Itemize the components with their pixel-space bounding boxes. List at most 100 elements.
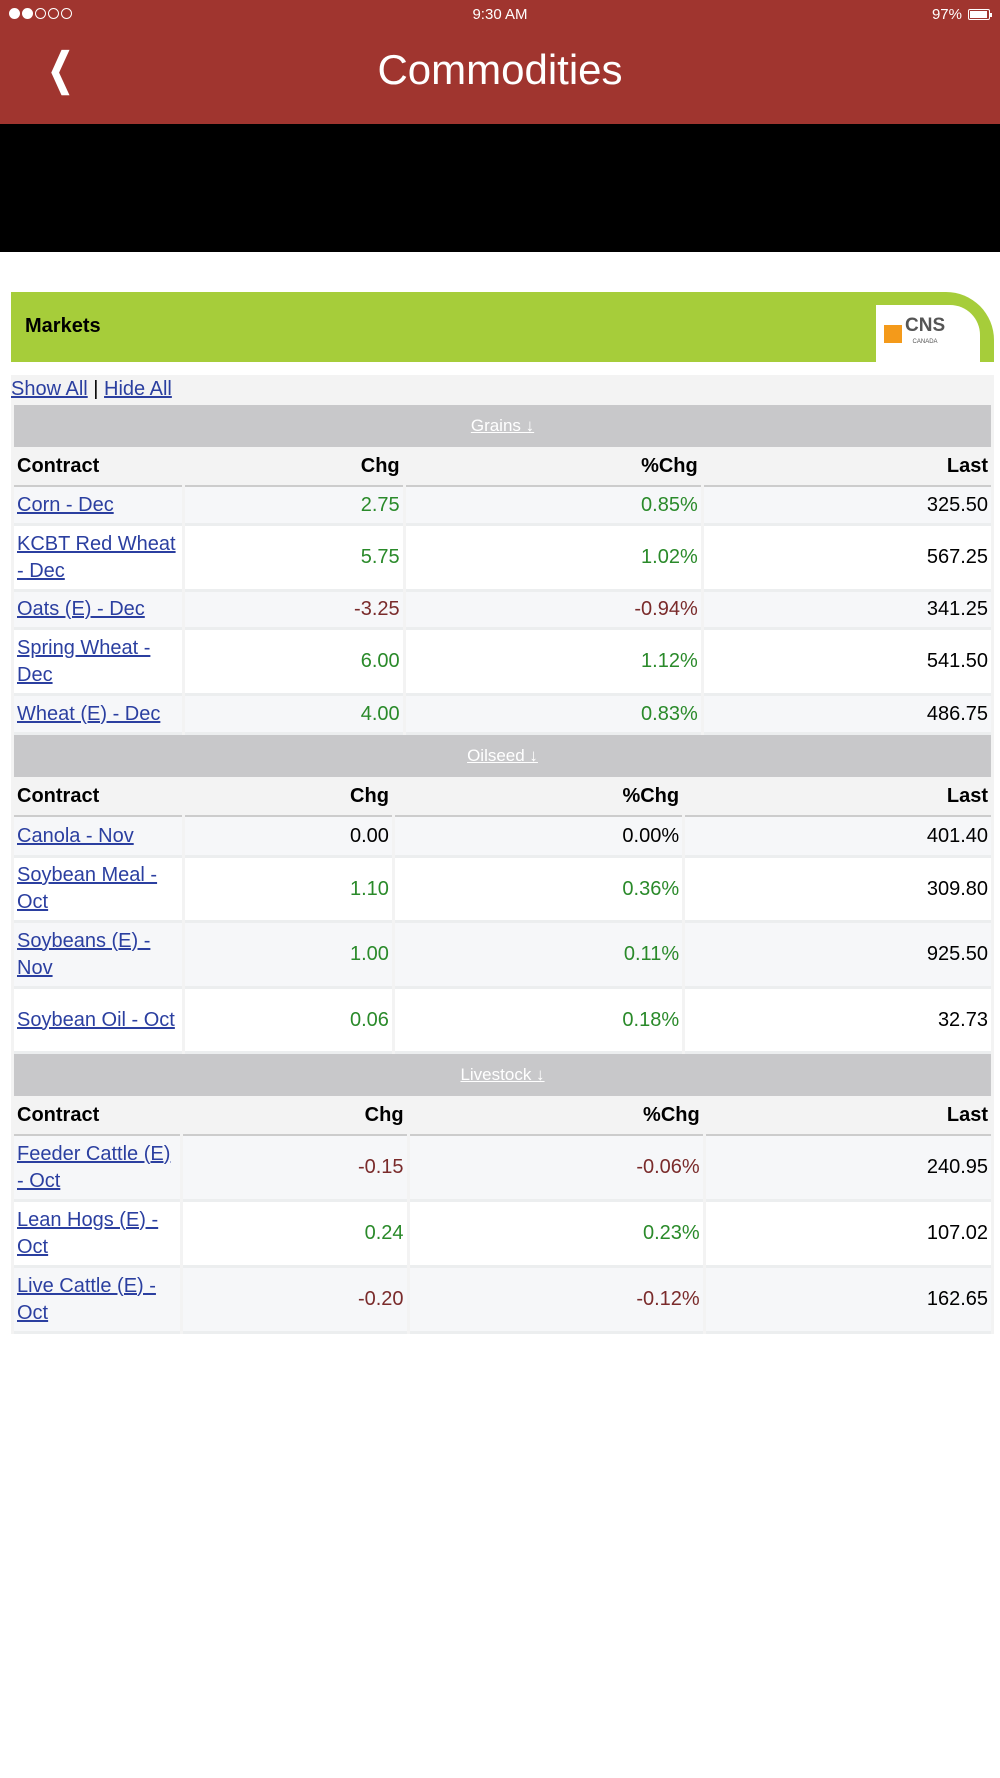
status-time: 9:30 AM: [472, 6, 528, 23]
chg-value: 1.00: [185, 923, 392, 989]
chg-value: 5.75: [185, 526, 403, 592]
col-last: Last: [705, 1096, 991, 1136]
pct-chg-value: -0.94%: [405, 592, 701, 630]
chg-value: -0.20: [183, 1268, 407, 1334]
pct-chg-value: 1.02%: [405, 526, 701, 592]
contract-link[interactable]: KCBT Red Wheat - Dec: [17, 532, 176, 582]
contract-link[interactable]: Wheat (E) - Dec: [17, 702, 161, 725]
section-toggle-link[interactable]: Oilseed ↓: [467, 746, 538, 765]
nav-bar: 9:30 AM 97% ❮ Commodities: [0, 0, 1000, 124]
table-row: Canola - Nov 0.00 0.00% 401.40: [14, 817, 991, 858]
pct-chg-value: 0.18%: [394, 989, 683, 1054]
show-all-link[interactable]: Show All: [11, 378, 88, 400]
chg-value: 1.10: [185, 858, 392, 923]
last-value: 32.73: [685, 989, 991, 1054]
section-table-2: Livestock ↓ Contract Chg %Chg Last Feeder Cat…: [11, 1054, 994, 1334]
section-header: Oilseed ↓: [14, 735, 991, 777]
col-pct: %Chg: [405, 447, 701, 487]
col-contract: Contract: [14, 447, 183, 487]
pct-chg-value: 0.36%: [394, 858, 683, 923]
pct-chg-value: 1.12%: [405, 630, 701, 696]
col-chg: Chg: [185, 777, 392, 817]
markets-table-container: Show All | Hide All Grains ↓ Contract Chg%…: [11, 375, 994, 1334]
pct-chg-value: -0.06%: [409, 1136, 703, 1202]
pct-chg-value: 0.11%: [394, 923, 683, 989]
chg-value: 6.00: [185, 630, 403, 696]
table-row: Lean Hogs (E) - Oct 0.24 0.23% 107.02: [14, 1202, 991, 1268]
col-last: Last: [703, 447, 991, 487]
table-row: Feeder Cattle (E) - Oct -0.15 -0.06% 240.95: [14, 1136, 991, 1202]
table-row: KCBT Red Wheat - Dec 5.75 1.02% 567.25: [14, 526, 991, 592]
col-contract: Contract: [14, 777, 183, 817]
col-last: Last: [685, 777, 991, 817]
section-toggle-link[interactable]: Grains ↓: [470, 416, 535, 435]
last-value: 925.50: [685, 923, 991, 989]
last-value: 107.02: [705, 1202, 991, 1268]
contract-link[interactable]: Spring Wheat - Dec: [17, 636, 151, 686]
last-value: 401.40: [685, 817, 991, 858]
section-table-1: Oilseed ↓ Contract Chg %Chg Last Canola - Nov…: [11, 735, 994, 1054]
table-row: Oats (E) - Dec -3.25 -0.94% 341.25: [14, 592, 991, 630]
section-table-0: Grains ↓ Contract Chg %Chg Last Corn - Dec 2.7…: [11, 405, 994, 735]
column-header-row: Contract Chg %Chg Last: [14, 777, 991, 817]
contract-link[interactable]: Oats (E) - Dec: [17, 598, 145, 620]
table-row: Soybeans (E) - Nov 1.00 0.11% 925.50: [14, 923, 991, 989]
section-toggle-link[interactable]: Livestock ↓: [460, 1065, 545, 1084]
table-row: Corn - Dec 2.75 0.85% 325.50: [14, 487, 991, 526]
contract-link[interactable]: Soybean Oil - Oct: [17, 1008, 175, 1031]
markets-header: Markets CNS CANADA: [11, 292, 994, 362]
battery-percent: 97%: [931, 6, 962, 23]
section-header: Livestock ↓: [14, 1054, 991, 1096]
table-row: Spring Wheat - Dec 6.00 1.12% 541.50: [14, 630, 991, 696]
pct-chg-value: 0.83%: [405, 696, 701, 735]
chg-value: -3.25: [185, 592, 403, 630]
markets-title: Markets: [25, 315, 101, 337]
section-header: Grains ↓: [14, 405, 991, 447]
col-contract: Contract: [14, 1096, 181, 1136]
chg-value: 0.24: [183, 1202, 407, 1268]
battery-icon: [968, 9, 992, 20]
pct-chg-value: 0.85%: [405, 487, 701, 526]
cns-logo: CNS CANADA: [876, 305, 980, 362]
hide-all-link[interactable]: Hide All: [104, 378, 172, 400]
contract-link[interactable]: Lean Hogs (E) - Oct: [17, 1208, 159, 1258]
last-value: 567.25: [703, 526, 991, 592]
chg-value: 4.00: [185, 696, 403, 735]
contract-link[interactable]: Soybean Meal - Oct: [17, 864, 158, 913]
col-pct: %Chg: [409, 1096, 703, 1136]
table-row: Soybean Meal - Oct 1.10 0.36% 309.80: [14, 858, 991, 923]
last-value: 162.65: [705, 1268, 991, 1334]
contract-link[interactable]: Canola - Nov: [17, 824, 134, 847]
back-button[interactable]: ❮: [47, 45, 74, 94]
column-header-row: Contract Chg %Chg Last: [14, 447, 991, 487]
column-header-row: Contract Chg %Chg Last: [14, 1096, 991, 1136]
contract-link[interactable]: Live Cattle (E) - Oct: [17, 1274, 156, 1324]
signal-icon: [9, 8, 72, 19]
chg-value: 2.75: [185, 487, 403, 526]
contract-link[interactable]: Corn - Dec: [17, 493, 114, 516]
table-row: Live Cattle (E) - Oct -0.20 -0.12% 162.65: [14, 1268, 991, 1334]
chg-value: -0.15: [183, 1136, 407, 1202]
col-pct: %Chg: [394, 777, 683, 817]
pct-chg-value: 0.00%: [394, 817, 683, 858]
status-bar: 9:30 AM 97%: [0, 4, 1000, 26]
last-value: 240.95: [705, 1136, 991, 1202]
pct-chg-value: -0.12%: [409, 1268, 703, 1334]
chg-value: 0.06: [185, 989, 392, 1054]
table-row: Soybean Oil - Oct 0.06 0.18% 32.73: [14, 989, 991, 1054]
page-title: Commodities: [377, 46, 623, 93]
ad-banner: [0, 124, 1000, 252]
last-value: 541.50: [703, 630, 991, 696]
table-row: Wheat (E) - Dec 4.00 0.83% 486.75: [14, 696, 991, 735]
contract-link[interactable]: Feeder Cattle (E) - Oct: [17, 1142, 171, 1192]
last-value: 486.75: [703, 696, 991, 735]
pct-chg-value: 0.23%: [409, 1202, 703, 1268]
col-chg: Chg: [183, 1096, 407, 1136]
contract-link[interactable]: Soybeans (E) - Nov: [17, 929, 151, 979]
last-value: 309.80: [685, 858, 991, 923]
chart-icon: [884, 324, 902, 343]
last-value: 341.25: [703, 592, 991, 630]
last-value: 325.50: [703, 487, 991, 526]
chg-value: 0.00: [185, 817, 392, 858]
separator: |: [93, 378, 99, 400]
